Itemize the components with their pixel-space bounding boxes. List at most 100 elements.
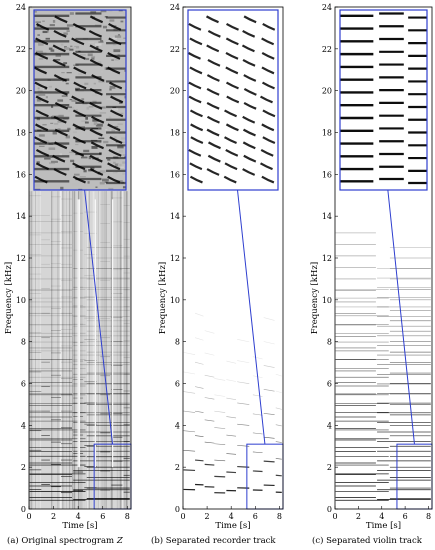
recorder-note — [183, 410, 196, 413]
inset-noise — [120, 166, 124, 168]
y-axis-label: Frequency [kHz] — [4, 262, 14, 334]
recorder-note — [204, 330, 215, 334]
inset-recorder-note — [206, 115, 220, 124]
inset-recorder-note — [35, 95, 49, 104]
inset-recorder-note — [34, 81, 48, 90]
recorder-note — [275, 474, 282, 477]
inset-noise — [72, 183, 80, 187]
caption-c-text: (c) Separated violin track — [312, 536, 422, 546]
recorder-note — [204, 463, 215, 466]
inset-noise — [90, 11, 97, 14]
inset-noise — [102, 178, 109, 182]
recorder-note — [194, 459, 204, 462]
inset-recorder-note — [72, 52, 86, 60]
y-tick-label: 6 — [175, 380, 180, 389]
y-tick-label: 18 — [16, 129, 26, 138]
zoom-inset — [339, 9, 428, 191]
inset-noise — [120, 20, 124, 23]
inset-recorder-note — [109, 136, 123, 144]
inset-recorder-note — [207, 29, 221, 38]
inset-noise — [99, 181, 105, 185]
recorder-note — [226, 379, 237, 382]
inset-noise — [108, 187, 114, 190]
inset-noise — [84, 121, 89, 124]
inset-recorder-note — [189, 66, 203, 75]
inset-frame — [339, 9, 428, 191]
inset-noise — [58, 114, 64, 117]
inset-recorder-note — [225, 81, 239, 90]
zoom-connector — [84, 189, 114, 445]
y-tick-label: 8 — [175, 338, 180, 347]
inset-noise — [38, 93, 46, 96]
y-tick-label: 4 — [327, 421, 332, 430]
inset-noise — [124, 155, 126, 158]
inset-noise — [42, 20, 45, 22]
inset-noise — [57, 128, 61, 130]
inset-noise — [84, 82, 89, 85]
inset-noise — [42, 30, 48, 34]
inset-noise — [86, 106, 90, 110]
recorder-note — [263, 365, 275, 368]
recorder-note — [226, 397, 237, 401]
inset-noise — [38, 43, 44, 46]
inset-recorder-note — [73, 66, 87, 75]
recorder-note — [194, 312, 204, 317]
inset-noise — [119, 14, 124, 16]
recorder-note — [275, 373, 282, 377]
inset-recorder-note — [71, 37, 85, 46]
inset-noise — [91, 94, 98, 97]
inset-noise — [48, 162, 56, 165]
recorder-note — [237, 445, 250, 447]
y-tick-label: 20 — [16, 87, 26, 96]
inset-noise — [66, 30, 70, 32]
inset-noise — [98, 161, 101, 163]
y-tick-label: 14 — [170, 212, 180, 221]
inset-recorder-note — [243, 101, 257, 110]
inset-noise — [124, 70, 126, 72]
inset-noise — [97, 61, 102, 65]
recorder-note — [194, 361, 204, 365]
inset-noise — [52, 131, 57, 135]
inset-frame — [187, 9, 279, 191]
inset-noise — [98, 186, 105, 189]
inset-recorder-note — [206, 88, 220, 96]
inset-noise — [124, 95, 126, 99]
inset-noise — [117, 34, 121, 36]
inset-noise — [88, 106, 94, 108]
inset-bg — [340, 10, 427, 190]
inset-recorder-note — [206, 128, 220, 137]
inset-noise — [66, 72, 72, 74]
recorder-note — [183, 430, 196, 433]
inset-recorder-note — [73, 81, 87, 90]
inset-noise — [70, 159, 75, 163]
inset-noise — [81, 98, 85, 101]
inset-recorder-note — [189, 37, 203, 46]
recorder-note — [263, 341, 275, 345]
recorder-note — [252, 470, 263, 473]
recorder-note — [237, 402, 250, 405]
recorder-note — [275, 441, 282, 443]
inset-noise — [69, 12, 74, 15]
inset-noise — [90, 167, 95, 170]
inset-noise — [61, 95, 68, 97]
inset-noise — [80, 156, 88, 159]
inset-noise — [111, 129, 115, 132]
y-tick-label: 18 — [322, 129, 332, 138]
inset-noise — [103, 140, 109, 144]
inset-noise — [114, 136, 117, 139]
inset-noise — [51, 105, 54, 108]
recorder-note — [204, 352, 215, 356]
inset-noise — [36, 98, 41, 102]
inset-noise — [113, 27, 118, 31]
inset-noise — [118, 10, 123, 12]
inset-noise — [37, 90, 43, 93]
recorder-note — [263, 412, 275, 416]
inset-noise — [100, 40, 104, 42]
inset-recorder-note — [107, 123, 121, 132]
recorder-note — [214, 459, 226, 462]
inset-noise — [109, 19, 115, 22]
inset-noise — [95, 43, 102, 46]
inset-recorder-note — [261, 123, 275, 132]
